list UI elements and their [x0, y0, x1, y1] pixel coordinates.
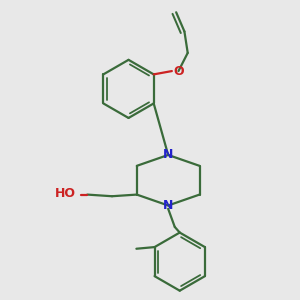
Text: N: N: [163, 148, 173, 161]
Text: O: O: [174, 64, 184, 78]
Text: HO: HO: [56, 188, 76, 200]
Text: N: N: [163, 199, 173, 212]
